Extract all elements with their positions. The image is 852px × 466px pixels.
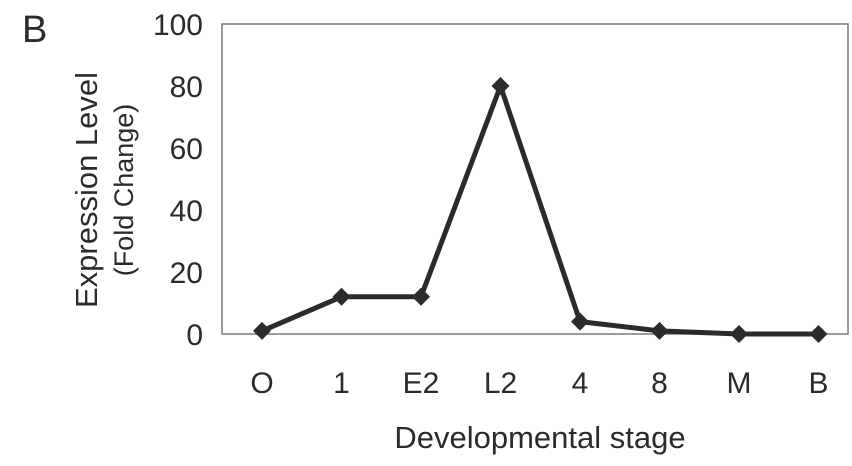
y-tick-label: 100 bbox=[153, 9, 203, 42]
x-tick-label: L2 bbox=[484, 367, 517, 400]
x-tick-label: M bbox=[727, 367, 752, 400]
data-point-marker bbox=[730, 325, 748, 343]
data-point-marker bbox=[571, 312, 589, 331]
data-point-marker bbox=[253, 321, 271, 340]
y-tick-label: 40 bbox=[170, 195, 203, 228]
series-layer bbox=[253, 77, 828, 343]
data-point-marker bbox=[412, 287, 430, 306]
data-point-marker bbox=[809, 325, 828, 343]
x-tick-label: B bbox=[808, 367, 828, 400]
y-tick-label: 80 bbox=[170, 71, 203, 104]
y-axis-label: Expression Level bbox=[69, 72, 104, 308]
data-point-marker bbox=[650, 321, 669, 340]
y-tick-label: 20 bbox=[170, 257, 203, 290]
series-line bbox=[261, 83, 819, 337]
y-axis-title: Expression Level (Fold Change) bbox=[69, 72, 139, 308]
x-tick-label: O bbox=[250, 367, 273, 400]
x-tick-label: 1 bbox=[333, 367, 350, 400]
panel-label: B bbox=[22, 9, 47, 51]
data-point-marker bbox=[491, 77, 510, 95]
x-axis-label: Developmental stage bbox=[394, 420, 685, 455]
y-tick-label: 0 bbox=[186, 319, 203, 352]
plot-frame bbox=[221, 23, 849, 335]
y-axis-sublabel: (Fold Change) bbox=[109, 104, 139, 277]
x-tick-label: 8 bbox=[651, 367, 668, 400]
x-tick-label: E2 bbox=[403, 367, 440, 400]
y-tick-label: 60 bbox=[170, 133, 203, 166]
y-tick-labels: 0 20 40 60 80 100 bbox=[153, 9, 203, 352]
x-tick-labels: O 1 E2 L2 4 8 M B bbox=[250, 367, 828, 400]
x-tick-label: 4 bbox=[572, 367, 589, 400]
data-point-marker bbox=[332, 287, 351, 306]
